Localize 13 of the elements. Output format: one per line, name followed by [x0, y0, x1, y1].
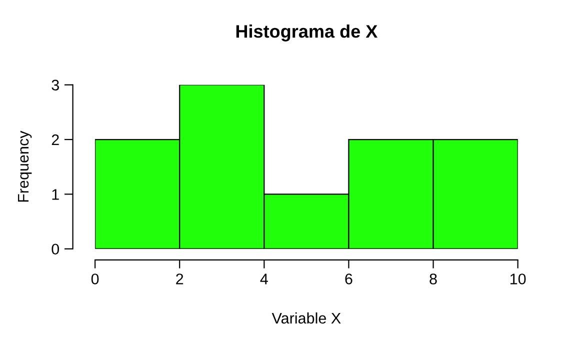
- x-tick-label: 8: [430, 274, 437, 284]
- y-axis-title: Frequency: [18, 130, 32, 202]
- x-tick-label: 6: [345, 274, 352, 284]
- chart-title: Histograma de X: [236, 24, 378, 42]
- x-tick-label: 2: [176, 274, 184, 284]
- y-tick-label: 1: [52, 189, 59, 200]
- x-axis-title: Variable X: [272, 312, 341, 324]
- x-tick-label: 4: [260, 274, 268, 284]
- y-tick-label: 3: [52, 80, 59, 91]
- y-tick-label: 2: [52, 134, 59, 146]
- y-tick-label: 0: [52, 244, 60, 255]
- x-tick-label: 10: [510, 274, 526, 284]
- x-tick-label: 0: [91, 274, 99, 284]
